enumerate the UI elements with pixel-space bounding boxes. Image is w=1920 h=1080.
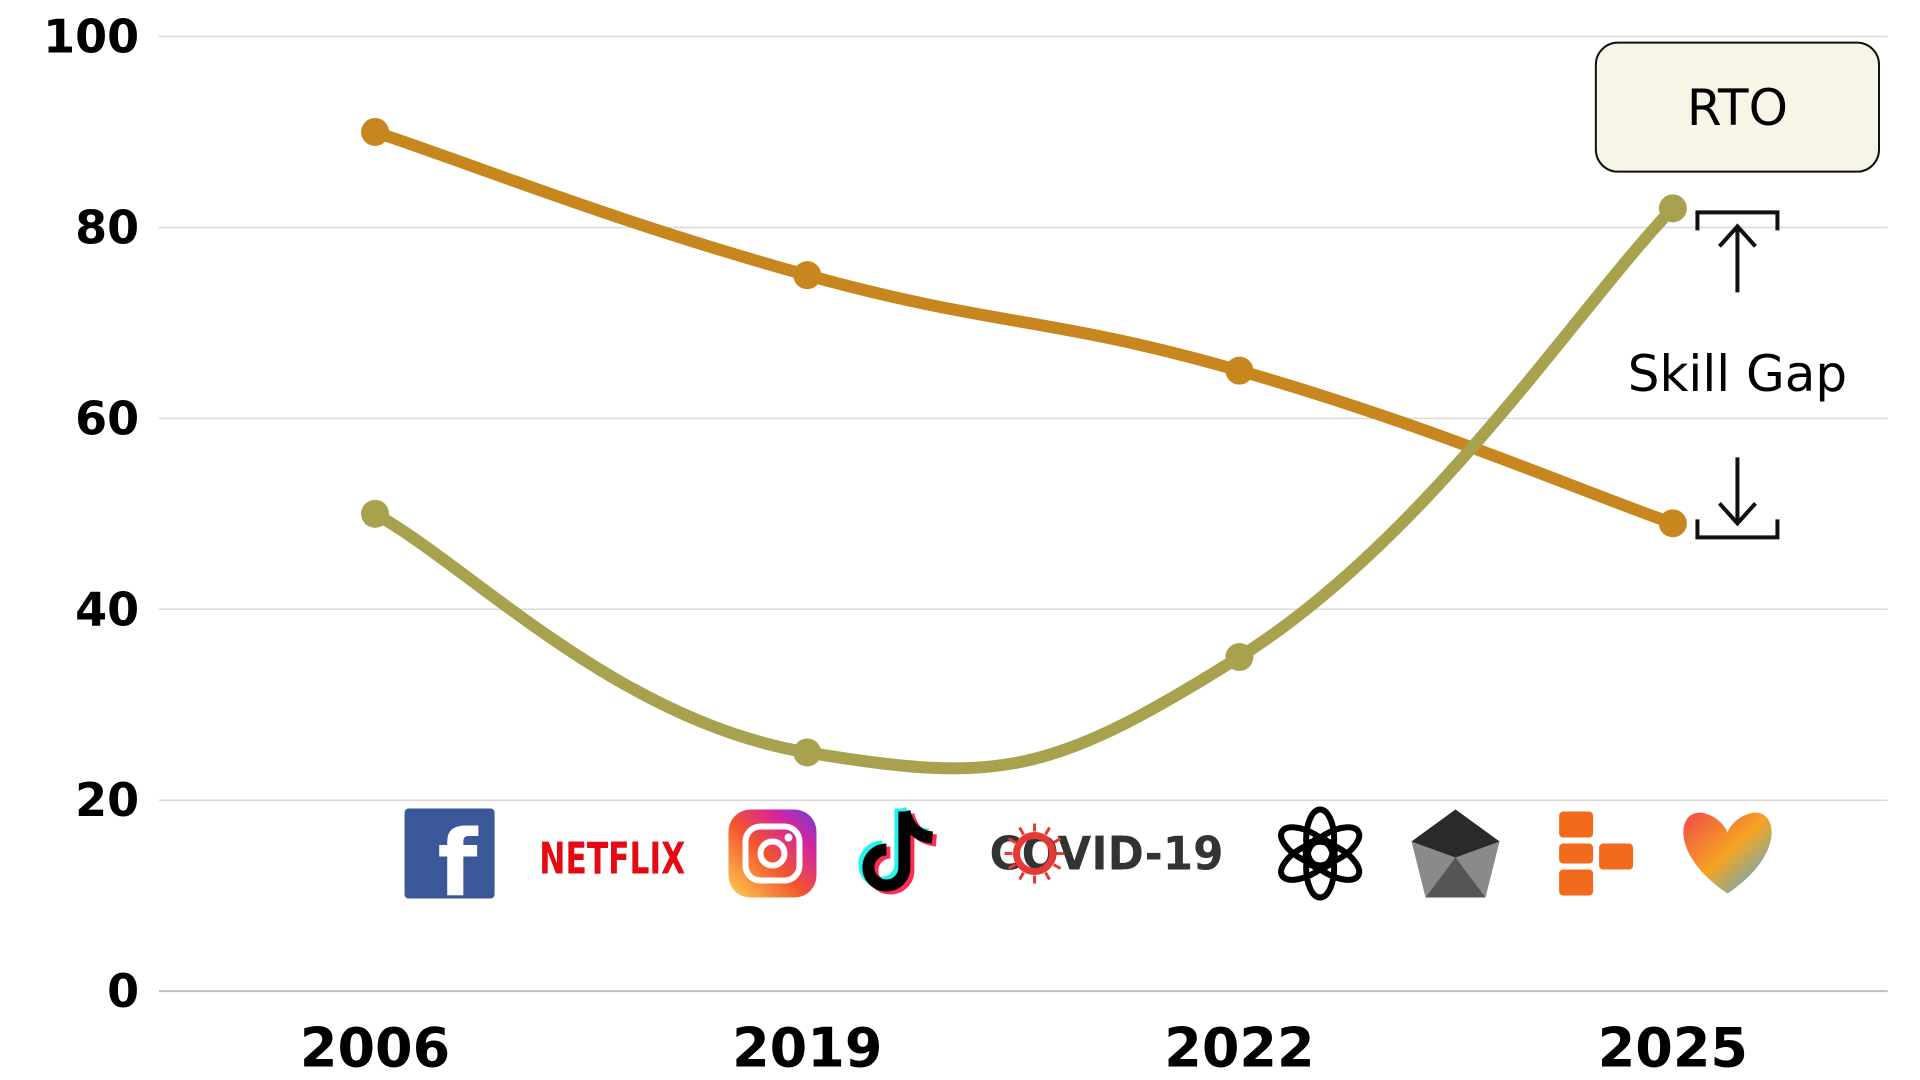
data-point <box>361 117 390 146</box>
gap-top-bracket <box>1695 210 1780 231</box>
arrow-down-icon <box>1717 457 1757 527</box>
skill-gap-marker: Skill Gap <box>1628 210 1847 540</box>
series-2 <box>361 194 1687 775</box>
gridlines <box>158 35 1888 993</box>
tiktok-icon <box>858 806 938 895</box>
svg-text:NETFLIX: NETFLIX <box>539 834 685 885</box>
series-line <box>369 125 1679 530</box>
arrow-up-icon <box>1717 223 1757 293</box>
y-tick-label: 60 <box>75 391 139 445</box>
data-point <box>1225 643 1254 672</box>
data-point <box>1225 356 1254 385</box>
svg-text:f: f <box>438 811 479 918</box>
rto-callout-box <box>1594 41 1881 173</box>
netflix-icon: NETFLIX <box>539 834 685 885</box>
orange-blocks-icon <box>1559 811 1634 896</box>
covid-icon: COVID-19 <box>990 823 1224 884</box>
y-axis-ticks: 0 20 40 60 80 100 <box>43 10 139 1019</box>
openai-icon <box>1278 806 1363 901</box>
data-point <box>361 499 390 528</box>
y-tick-label: 40 <box>75 582 139 636</box>
gap-bottom-bracket <box>1695 519 1780 540</box>
y-tick-label: 100 <box>43 10 139 64</box>
x-tick-label: 2025 <box>1598 1017 1748 1080</box>
instagram-icon <box>728 809 817 898</box>
y-tick-label: 20 <box>75 773 139 827</box>
x-axis-ticks: 2006 2019 2022 2025 <box>300 1017 1748 1080</box>
x-tick-label: 2006 <box>300 1017 450 1080</box>
rto-callout: RTO <box>1594 41 1881 173</box>
y-tick-label: 0 <box>107 964 139 1018</box>
gem-icon <box>1411 809 1500 898</box>
data-point <box>1658 509 1687 538</box>
rto-label: RTO <box>1687 79 1788 137</box>
series-1 <box>361 117 1687 538</box>
facebook-icon: f <box>404 808 495 918</box>
data-point <box>793 738 822 767</box>
y-tick-label: 80 <box>75 200 139 254</box>
data-point <box>793 261 822 290</box>
heart-icon <box>1683 812 1772 894</box>
series-line <box>369 202 1679 775</box>
logo-strip: f NETFLIX COVID-19 <box>404 806 1772 918</box>
data-point <box>1658 194 1687 223</box>
annotations: RTO Skill Gap <box>1594 41 1881 540</box>
x-tick-label: 2022 <box>1164 1017 1314 1080</box>
x-tick-label: 2019 <box>732 1017 882 1080</box>
series-lines <box>361 117 1687 775</box>
skill-gap-label: Skill Gap <box>1628 345 1847 403</box>
